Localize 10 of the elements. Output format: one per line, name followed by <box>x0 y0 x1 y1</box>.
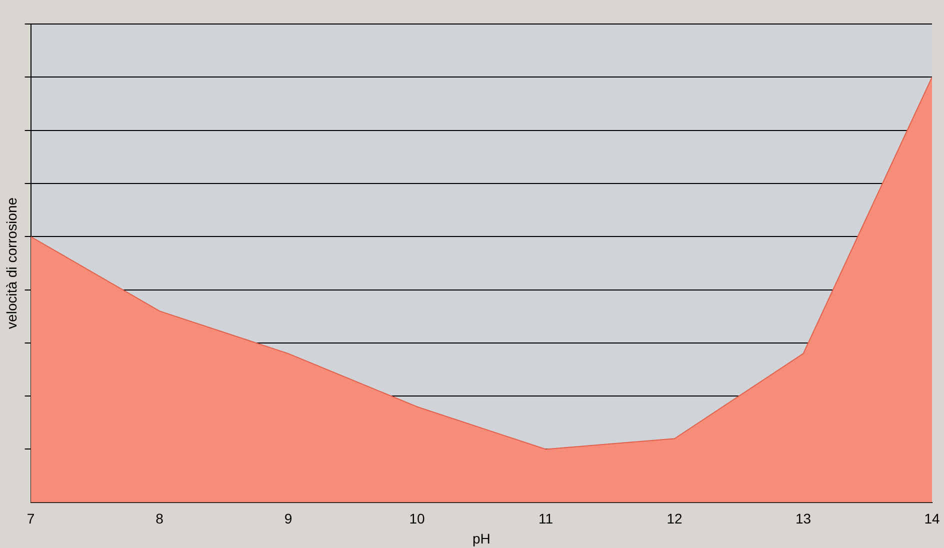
x-tick-label: 13 <box>795 510 812 527</box>
x-tick-label: 8 <box>156 510 164 527</box>
x-tick-label: 11 <box>538 510 554 527</box>
x-tick-label: 9 <box>284 510 292 527</box>
y-axis-title: velocità di corrosione <box>3 197 20 329</box>
x-tick-label: 14 <box>924 510 940 527</box>
x-tick-label: 7 <box>26 510 35 527</box>
x-axis-title: pH <box>472 530 490 546</box>
x-tick-label: 10 <box>409 510 426 527</box>
x-tick-label: 12 <box>666 510 683 527</box>
